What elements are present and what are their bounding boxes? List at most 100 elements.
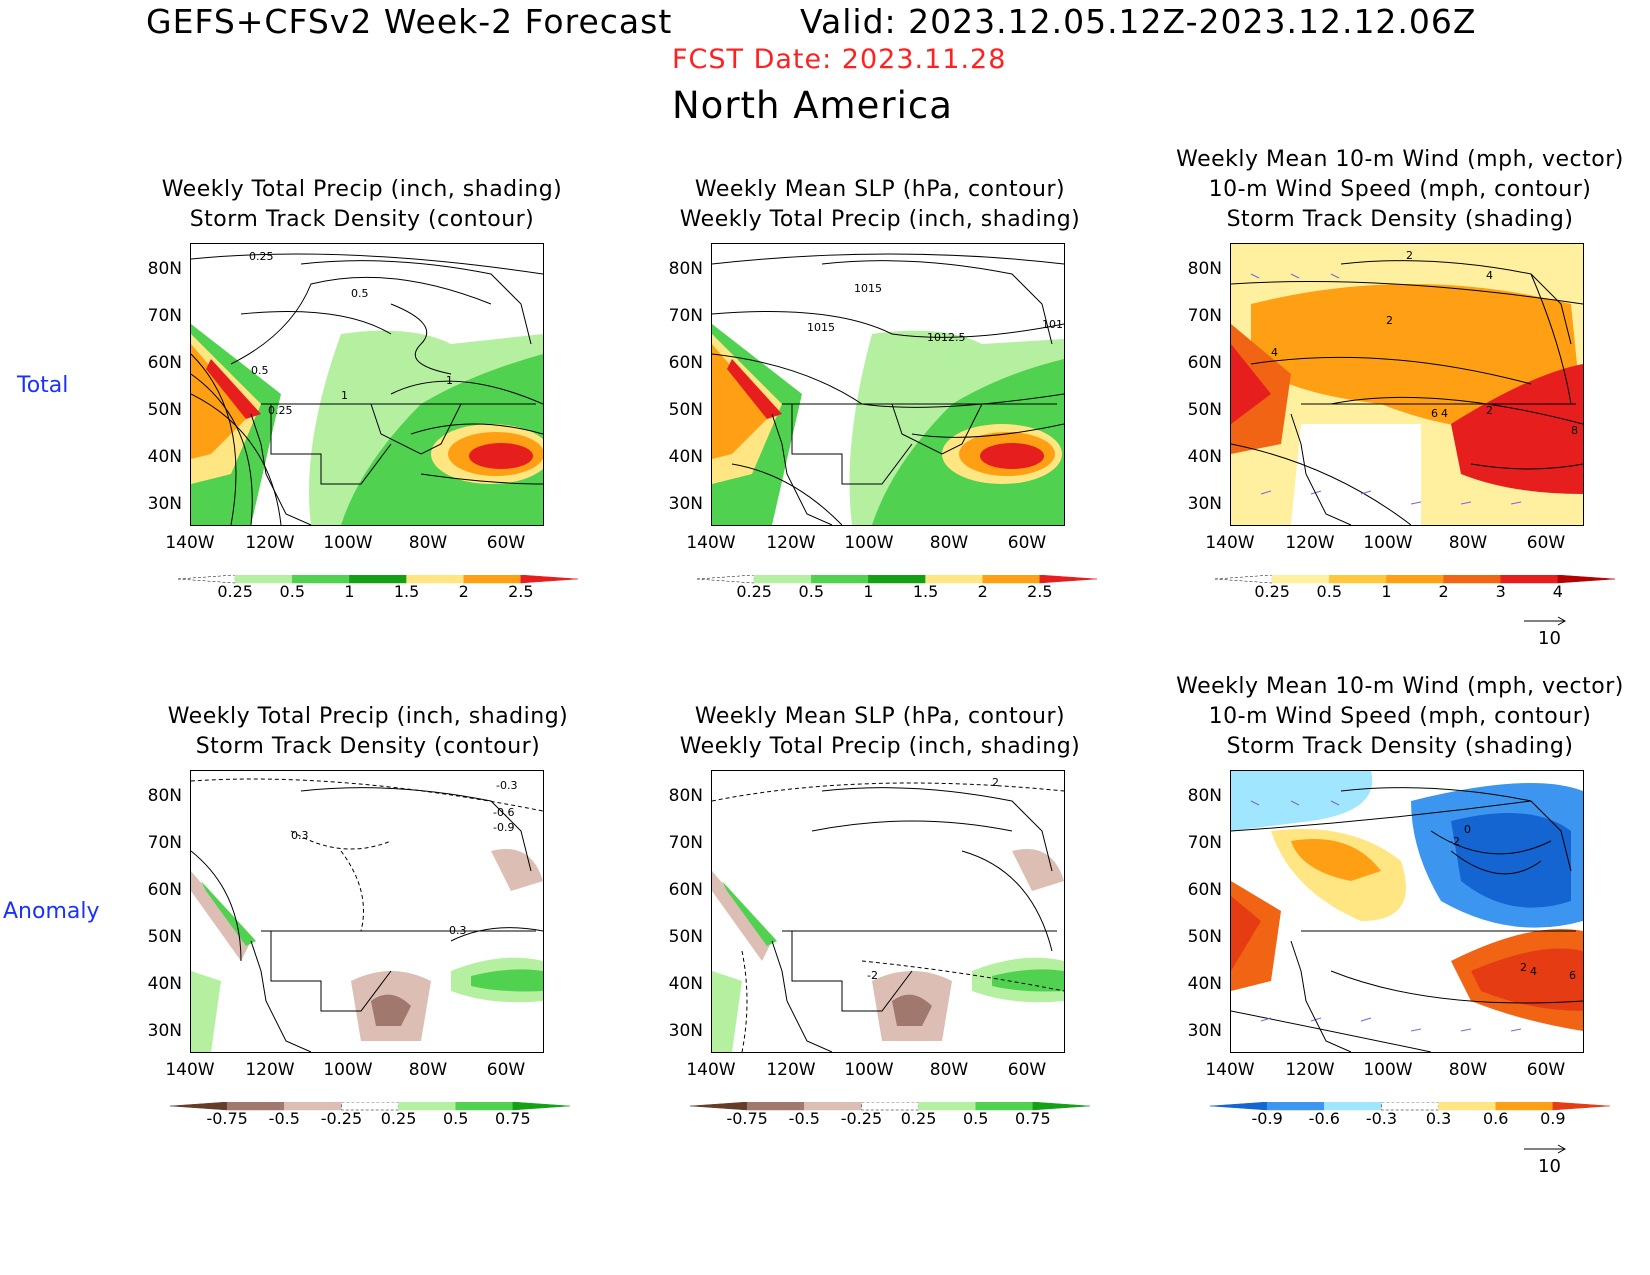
panel-title-wind-anom: Weekly Mean 10-m Wind (mph, vector) 10-m … [1176, 674, 1624, 759]
colorbar-label: 0.6 [1482, 1109, 1509, 1128]
colorbar-label: 0.75 [1015, 1109, 1051, 1128]
coastlines [1290, 787, 1576, 1052]
lat-tick-label: 70N [1187, 833, 1222, 853]
lon-tick-label: 140W [1205, 1060, 1255, 1080]
colorbar: -0.9 -0.6 -0.3 0.3 0.6 0.9 [1209, 1099, 1620, 1133]
lat-tick-label: 30N [668, 494, 703, 514]
contour-label: 1 [446, 374, 453, 387]
colorbar-label: -0.9 [1251, 1109, 1283, 1128]
colorbar-label: 2 [1438, 582, 1449, 601]
lon-tick-label: 120W [245, 533, 295, 553]
colorbar-label: 0.25 [1254, 582, 1290, 601]
lat-tick-label: 40N [1187, 974, 1222, 994]
lat-tick-label: 70N [1187, 306, 1222, 326]
colorbar-label: 0.5 [442, 1109, 469, 1128]
vector-reference-label: 10 [1538, 1156, 1561, 1177]
colorbar-label: 0.25 [380, 1109, 417, 1128]
colorbar-swatch [1552, 1101, 1611, 1111]
map-panel-precip-anom: -0.3 -0.6 -0.9 0.3 0.3 [190, 770, 544, 1053]
contour-label: -0.9 [493, 821, 514, 834]
vector-reference-label: 10 [1538, 628, 1561, 649]
lat-tick-label: 30N [147, 1021, 182, 1041]
lat-tick-label: 40N [668, 447, 703, 467]
lat-tick-label: 80N [1187, 786, 1222, 806]
lon-tick-label: 60W [1526, 533, 1566, 553]
contour-label: 1 [341, 389, 348, 402]
colorbar-label: 3 [1495, 582, 1506, 601]
lat-tick-label: 60N [147, 880, 182, 900]
lat-tick-label: 40N [668, 974, 703, 994]
lon-tick-label: 120W [1285, 1060, 1335, 1080]
lat-tick-label: 40N [147, 974, 182, 994]
colorbar-label: -0.75 [206, 1109, 248, 1128]
lon-tick-label: 60W [486, 1060, 526, 1080]
contour-label: 1012.5 [927, 331, 966, 344]
lon-tick-label: 120W [1285, 533, 1335, 553]
colorbar-label: 0.5 [962, 1109, 989, 1128]
lon-tick-label: 140W [1205, 533, 1255, 553]
colorbar-label: -0.5 [788, 1109, 820, 1128]
lat-tick-label: 70N [668, 306, 703, 326]
lat-tick-label: 80N [147, 259, 182, 279]
colorbar-label: 0.9 [1540, 1109, 1566, 1128]
lat-tick-label: 70N [668, 833, 703, 853]
map-panel-slp-total: 1015 1015 1012.5 101 [711, 243, 1065, 526]
colorbar-label: 0.3 [1425, 1109, 1452, 1128]
coastlines [250, 260, 536, 525]
colorbar-label: 0.5 [1316, 582, 1342, 601]
coastlines [250, 787, 536, 1052]
panel-title-slp-anom: Weekly Mean SLP (hPa, contour) Weekly Tot… [679, 704, 1081, 759]
contour-label: 2 [1520, 961, 1527, 974]
panel-title-wind-total: Weekly Mean 10-m Wind (mph, vector) 10-m … [1176, 147, 1624, 232]
colorbar: 0.25 0.5 1 1.5 2 2.5 [177, 572, 588, 606]
panel-title-precip-anom: Weekly Total Precip (inch, shading) Storm… [167, 704, 569, 759]
colorbar-label: 0.5 [279, 582, 305, 601]
colorbar-label: 1.5 [912, 582, 939, 601]
lat-tick-label: 30N [668, 1021, 703, 1041]
lon-tick-label: 120W [766, 1060, 816, 1080]
lon-tick-label: 80W [408, 533, 448, 553]
contour-label: 0.3 [449, 924, 467, 937]
contour-label: 4 [1441, 407, 1448, 420]
colorbar-label: 2 [977, 582, 988, 601]
lat-tick-label: 80N [668, 786, 703, 806]
lat-tick-label: 50N [1187, 927, 1222, 947]
main-title: GEFS+CFSv2 Week-2 Forecast [146, 2, 673, 41]
lon-tick-label: 100W [323, 533, 373, 553]
colorbar: -0.75 -0.5 -0.25 0.25 0.5 0.75 [169, 1099, 580, 1133]
lat-tick-label: 30N [147, 494, 182, 514]
colorbar-label: 0.75 [495, 1109, 531, 1128]
contour-label: 101 [1042, 318, 1063, 331]
colorbar-label: -0.5 [268, 1109, 300, 1128]
lon-tick-label: 100W [1363, 1060, 1413, 1080]
contour-label: 6 [1431, 407, 1438, 420]
lat-tick-label: 60N [668, 353, 703, 373]
lon-tick-label: 60W [1007, 1060, 1047, 1080]
colorbar-label: 1 [344, 582, 355, 601]
map-panel-wind-anom: 0 -2 2 4 6 [1230, 770, 1584, 1053]
contour-label: 6 [1569, 969, 1576, 982]
precip-shading-atlantic-red [469, 443, 533, 469]
contour-label: 2 [992, 776, 999, 789]
lat-tick-label: 80N [1187, 259, 1222, 279]
contour-label: 2 [1386, 314, 1393, 327]
lat-tick-label: 60N [1187, 353, 1222, 373]
contour-label: 2 [1406, 249, 1413, 262]
vector-reference: 10 [1524, 613, 1568, 649]
lon-tick-label: 140W [686, 533, 736, 553]
forecast-date: FCST Date: 2023.11.28 [672, 44, 1007, 75]
lon-tick-label: 80W [408, 1060, 448, 1080]
contour-label: 0.25 [268, 404, 293, 417]
lon-tick-label: 100W [844, 1060, 894, 1080]
lat-tick-label: 50N [668, 400, 703, 420]
lon-tick-label: 140W [165, 1060, 215, 1080]
lat-tick-label: 30N [1187, 494, 1222, 514]
lon-tick-label: 80W [929, 1060, 969, 1080]
map-panel-precip-total: 0.25 0.5 0.5 1 1 0.25 [190, 243, 544, 526]
contour-label: 1015 [807, 321, 835, 334]
reference-arrow-icon [1524, 1144, 1567, 1154]
colorbar: 0.25 0.5 1 2 3 4 [1214, 572, 1625, 606]
colorbar-swatch [512, 1101, 571, 1111]
lat-tick-label: 60N [1187, 880, 1222, 900]
lat-tick-label: 40N [1187, 447, 1222, 467]
